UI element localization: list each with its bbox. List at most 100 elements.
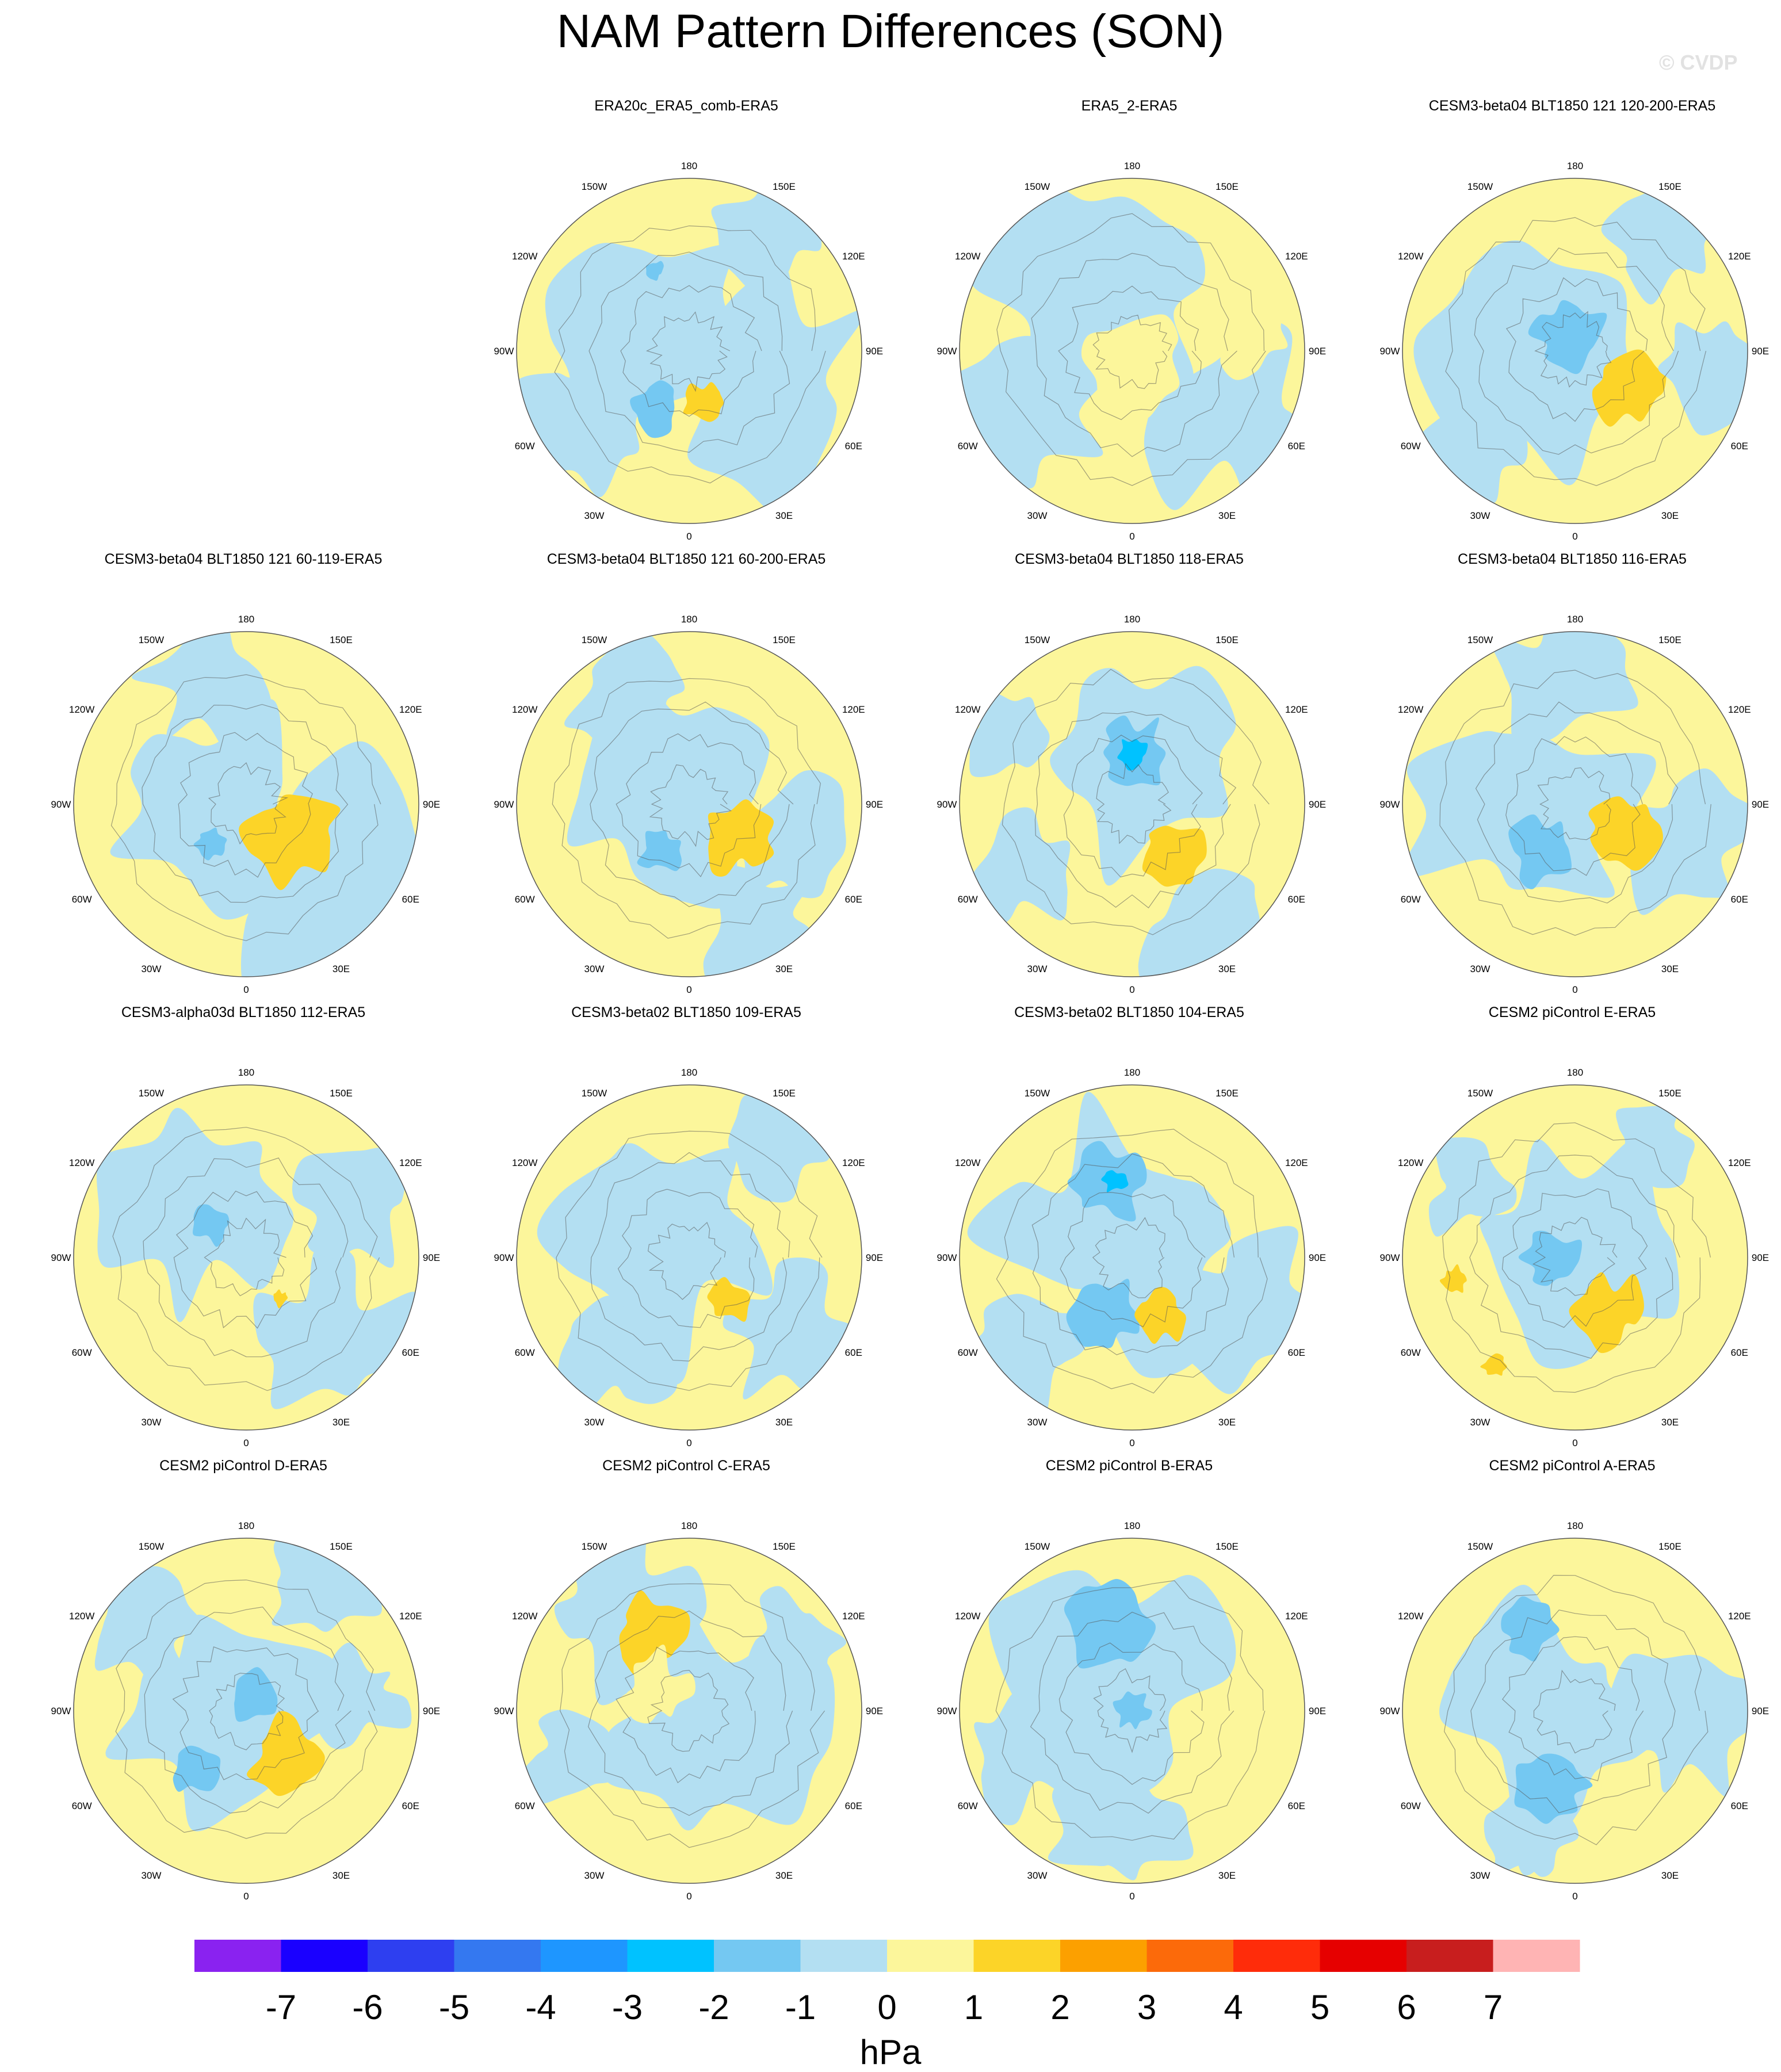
contour-region: [1569, 1272, 1644, 1354]
contour-region: [314, 1642, 412, 1749]
longitude-label: 30W: [1470, 1417, 1490, 1428]
contour-region: [1048, 1760, 1194, 1880]
longitude-label: 0: [1129, 1891, 1134, 1902]
longitude-label: 150E: [330, 1088, 353, 1099]
longitude-label: 60E: [845, 441, 862, 452]
longitude-label: 60E: [845, 894, 862, 905]
map-panel: CESM2 piControl A-ERA5 180 150E 120E 90E 60E 3…: [1351, 1458, 1781, 1912]
longitude-label: 90W: [494, 1252, 514, 1263]
panel-title: CESM3-beta02 BLT1850 104-ERA5: [1014, 1004, 1244, 1020]
longitude-label: 60W: [958, 1347, 978, 1358]
panel-title: CESM2 piControl B-ERA5: [1045, 1458, 1213, 1474]
map-border: [516, 1084, 862, 1431]
longitude-label: 60E: [1731, 1800, 1748, 1811]
contour-region: [1066, 1279, 1140, 1348]
colorbar-tick-label: -4: [525, 1988, 556, 2027]
longitude-label: 0: [243, 1438, 249, 1448]
longitude-label: 150E: [1658, 181, 1681, 192]
longitude-label: 90W: [1380, 799, 1400, 810]
panel-title: CESM2 piControl D-ERA5: [159, 1458, 327, 1474]
coastlines: [552, 678, 821, 939]
longitude-label: 60W: [515, 441, 535, 452]
longitude-label: 0: [686, 984, 691, 995]
longitude-label: 120E: [842, 1157, 865, 1168]
longitude-label: 0: [686, 1891, 691, 1902]
longitude-label: 180: [238, 1067, 254, 1078]
longitude-label: 60W: [72, 1800, 92, 1811]
map-panel: CESM2 piControl D-ERA5 180 150E 120E 90E 60E 3…: [22, 1458, 465, 1912]
longitude-label: 120W: [955, 1611, 980, 1622]
longitude-label: 90E: [423, 1706, 440, 1717]
longitude-label: 30W: [584, 964, 605, 974]
longitude-label: 150W: [582, 634, 607, 645]
longitude-label: 30W: [142, 1417, 162, 1428]
longitude-label: 60W: [515, 1347, 535, 1358]
longitude-label: 120E: [842, 251, 865, 262]
longitude-label: 150W: [582, 181, 607, 192]
contour-region: [1518, 1230, 1582, 1286]
map-panel: CESM3-beta02 BLT1850 104-ERA5 180 150E 120E…: [908, 1004, 1351, 1459]
coastlines: [1443, 1574, 1709, 1845]
map-panel: CESM3-beta02 BLT1850 109-ERA5 180 150E 120E…: [465, 1004, 908, 1459]
longitude-label: 60W: [1401, 1800, 1421, 1811]
colorbar-swatch: [973, 1940, 1061, 1972]
colorbar-swatch: [541, 1940, 628, 1972]
colorbar-tick-label: -7: [266, 1988, 296, 2027]
longitude-label: 90E: [423, 1252, 440, 1263]
longitude-label: 30E: [775, 964, 793, 974]
colorbar-unit: hPa: [860, 2033, 922, 2071]
map-border: [516, 631, 862, 977]
contour-region: [1202, 274, 1288, 380]
colorbar-tick-label: -1: [785, 1988, 816, 2027]
contour-region: [1101, 1170, 1129, 1192]
map-panel: CESM3-beta04 BLT1850 116-ERA5 180 150E 120E…: [1351, 551, 1781, 1006]
longitude-label: 90W: [937, 1252, 957, 1263]
map-panel: CESM3-alpha03d BLT1850 112-ERA5 180 150E 12…: [22, 1004, 465, 1459]
coastlines: [556, 1130, 823, 1391]
coastlines: [996, 1129, 1268, 1394]
panel-title: CESM3-beta04 BLT1850 121 60-119-ERA5: [104, 551, 383, 567]
longitude-label: 30E: [1661, 964, 1679, 974]
colorbar-swatch: [1060, 1940, 1147, 1972]
longitude-label: 30W: [1470, 510, 1490, 521]
longitude-label: 90E: [1752, 1706, 1769, 1717]
colorbar-swatch: [800, 1940, 888, 1972]
longitude-label: 150W: [1025, 1541, 1050, 1552]
longitude-label: 30E: [1218, 510, 1236, 521]
longitude-label: 30W: [1027, 1870, 1048, 1881]
longitude-label: 90E: [1752, 799, 1769, 810]
longitude-label: 30E: [1661, 1870, 1679, 1881]
longitude-label: 60E: [402, 1347, 419, 1358]
longitude-label: 90W: [1380, 346, 1400, 357]
colorbar-tick-label: -6: [352, 1988, 383, 2027]
longitude-label: 120W: [1398, 1157, 1423, 1168]
contour-region: [619, 1590, 690, 1680]
map-border: [1402, 178, 1748, 524]
contour-region: [1117, 739, 1148, 771]
longitude-label: 120W: [512, 251, 537, 262]
panel-title: CESM2 piControl C-ERA5: [602, 1458, 770, 1474]
contour-region: [1592, 349, 1667, 427]
map-border: [73, 631, 419, 977]
contour-region: [253, 1245, 417, 1409]
colorbar-swatch: [281, 1940, 368, 1972]
panel-title: CESM3-beta02 BLT1850 109-ERA5: [571, 1004, 801, 1020]
contour-region: [193, 827, 227, 861]
longitude-label: 120W: [1398, 704, 1423, 715]
contour-region: [1439, 1264, 1467, 1293]
colorbar-ticks: -7 -6 -5 -4 -3 -2 -1 0 1 2 3 4 5 6 7: [266, 1988, 1503, 2027]
contour-region: [1134, 1287, 1186, 1344]
longitude-label: 120W: [69, 1611, 94, 1622]
map-panel: CESM2 piControl B-ERA5 180 150E 120E 90E 60E 3…: [908, 1458, 1351, 1912]
colorbar-swatch: [1146, 1940, 1234, 1972]
contour-region: [1439, 1585, 1669, 1876]
colorbar-tick-label: 7: [1484, 1988, 1503, 2027]
contour-region: [273, 1289, 288, 1309]
longitude-label: 0: [1572, 531, 1577, 542]
longitude-label: 60W: [72, 1347, 92, 1358]
coastlines: [1439, 670, 1711, 936]
longitude-label: 150W: [1025, 634, 1050, 645]
longitude-label: 30E: [775, 510, 793, 521]
longitude-label: 0: [1129, 531, 1134, 542]
longitude-label: 150E: [330, 1541, 353, 1552]
